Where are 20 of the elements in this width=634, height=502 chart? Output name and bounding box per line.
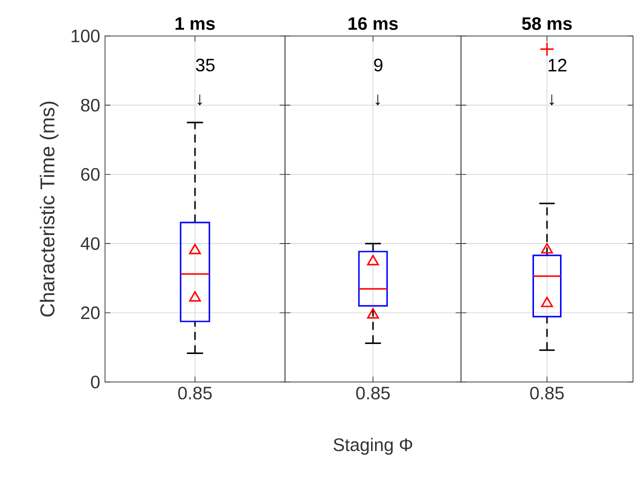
- y-tick-label: 80: [81, 98, 100, 112]
- x-axis-title: Staging Φ: [334, 438, 412, 455]
- chart-title: 1 ms: [176, 17, 215, 30]
- y-axis-title: Characteristic Time (ms): [40, 102, 58, 316]
- annotation: ↓: [376, 94, 380, 106]
- y-tick-label: 100: [72, 30, 100, 42]
- x-tick-label: 0.85: [356, 386, 390, 400]
- annotation: ↓: [198, 94, 202, 106]
- y-tick-label: 0: [91, 376, 100, 388]
- chart-title: 58 ms: [522, 17, 572, 30]
- y-tick-label: 40: [80, 237, 100, 250]
- x-tick-label: 0.85: [178, 386, 212, 400]
- x-tick-label: 0.85: [530, 386, 564, 400]
- chart-title: 16 ms: [348, 17, 398, 30]
- annotation: 35: [196, 58, 215, 72]
- annotation: ↓: [550, 94, 554, 106]
- y-tick-label: 20: [81, 306, 100, 320]
- annotation: 12: [548, 58, 566, 72]
- y-tick-label: 60: [81, 168, 100, 181]
- annotation: 9: [374, 58, 382, 72]
